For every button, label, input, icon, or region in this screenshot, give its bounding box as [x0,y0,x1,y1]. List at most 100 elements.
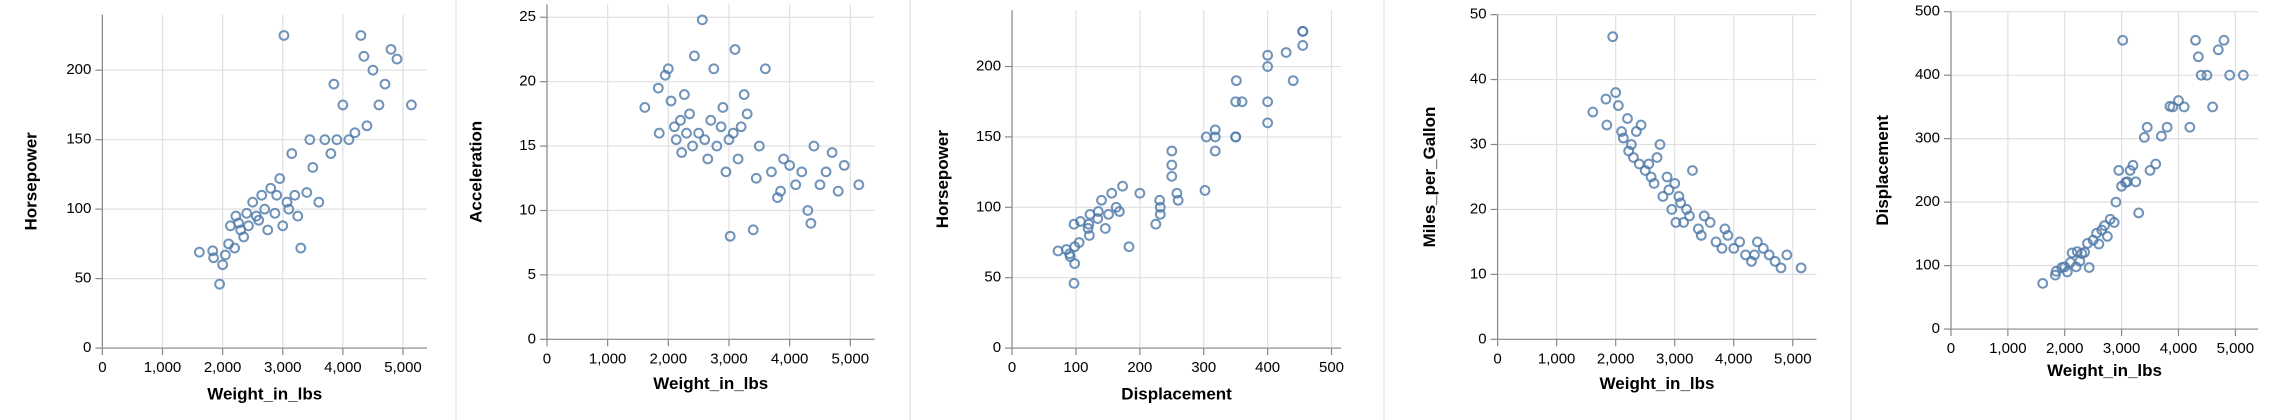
point [1166,159,1178,171]
point [1601,119,1613,131]
point [278,30,290,41]
point [2161,121,2173,133]
y-tick-label: 400 [1915,66,1940,83]
x-tick-label: 0 [1947,340,1955,357]
point [838,160,850,171]
point [295,242,307,254]
x-tick-label: 1,000 [589,350,627,367]
point [662,63,674,75]
point [1669,178,1681,189]
point [1154,194,1166,206]
point [1075,215,1086,227]
point [814,179,826,191]
point [2144,164,2156,176]
point [2141,121,2153,133]
x-tick-label: 0 [1493,350,1501,367]
point [2117,34,2129,46]
point [1684,210,1695,222]
x-axis-title: Weight_in_lbs [653,374,768,393]
point [1280,47,1292,58]
point [1068,218,1080,230]
y-tick-label: 200 [976,58,1001,75]
point [319,134,331,146]
y-axis-title: Miles_per_Gallon [1420,107,1439,248]
point [1643,158,1655,170]
point [1117,180,1128,192]
x-tick-label: 4,000 [1715,350,1753,367]
x-tick-label: 2,000 [2046,340,2084,357]
point [1627,152,1639,163]
x-axis-title: Weight_in_lbs [207,384,322,403]
point [753,140,765,152]
x-tick-label: 5,000 [832,350,870,367]
y-axis-title: Displacement [1873,115,1892,226]
point [325,148,337,159]
point [1069,258,1081,270]
point [1695,230,1707,241]
point [1769,255,1781,267]
point [241,207,253,219]
point [735,121,747,133]
point [2195,69,2207,81]
x-tick-label: 2,000 [650,350,688,367]
x-tick-label: 3,000 [710,350,748,367]
point [778,153,789,165]
y-tick-label: 300 [1915,130,1940,147]
point [361,120,373,132]
x-tick-label: 3,000 [2103,340,2141,357]
point [271,189,283,201]
point [1297,25,1309,37]
point [1209,124,1221,136]
point [2101,230,2113,242]
y-tick-label: 200 [1915,193,1940,210]
point [1166,170,1178,182]
x-tick-label: 100 [1063,359,1088,376]
x-axis-title: Displacement [1121,384,1232,403]
point [1610,87,1622,98]
x-tick-label: 2,000 [1597,350,1635,367]
point [1600,93,1612,105]
point [1154,201,1166,213]
point [1654,139,1666,150]
point [668,121,680,133]
point [665,95,677,107]
point [229,242,241,254]
point [1635,119,1647,131]
point [2178,101,2190,113]
point [1199,185,1211,196]
point [2192,51,2204,63]
point [1166,145,1178,157]
point [219,249,231,261]
x-tick-label: 4,000 [771,350,809,367]
y-tick-label: 40 [1470,71,1487,88]
point [652,82,664,94]
point [1687,165,1698,176]
point [1673,191,1685,202]
point [193,246,205,258]
point [1230,96,1242,108]
point [720,166,732,178]
point [1113,206,1125,217]
point [269,207,281,219]
point [349,127,361,139]
scatter-panel: 0 1,000 2,000 3,000 4,000 5,000 0 100 200 300 400 5… [1873,3,2259,380]
y-tick-label: 0 [528,330,536,347]
point [1262,117,1274,129]
point [214,278,226,290]
point [2061,266,2073,278]
point [1052,245,1064,257]
point [1722,230,1734,241]
point [2138,131,2150,143]
point [802,205,814,216]
y-tick-label: 50 [984,269,1001,286]
point [717,102,729,113]
point [670,134,682,146]
point [2207,101,2219,113]
y-tick-label: 0 [83,339,91,356]
point [1064,248,1075,260]
point [265,182,277,194]
point [2184,121,2196,133]
point [337,99,349,111]
x-tick-label: 4,000 [324,359,362,376]
